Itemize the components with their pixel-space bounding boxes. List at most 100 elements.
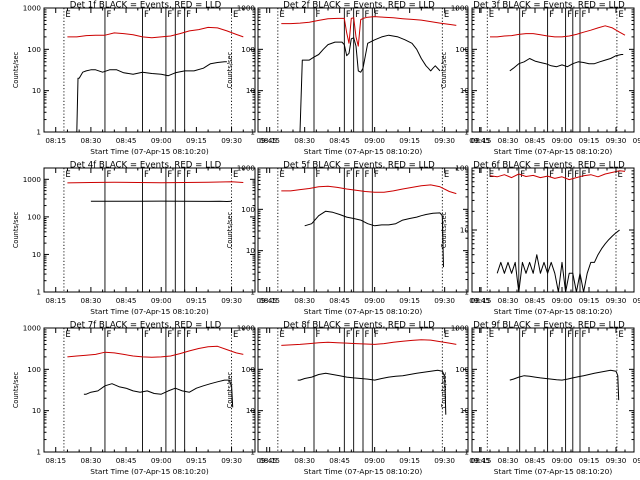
x-tick-label: 09:15	[186, 296, 207, 305]
marker-label: F	[355, 10, 360, 20]
lld-series-line	[489, 170, 626, 181]
detector-panel: Det 5f BLACK = Events, RED = LLD Counts/s…	[226, 161, 490, 317]
marker-label: E	[233, 10, 238, 20]
x-tick-label: 09:00	[364, 456, 385, 465]
marker-label: E	[618, 330, 623, 340]
y-tick-label: 1000	[23, 4, 42, 13]
x-tick-label: 08:15	[45, 296, 66, 305]
marker-label: F	[177, 170, 182, 180]
y-axis-label: Counts/sec	[226, 211, 234, 248]
y-tick-label: 100	[241, 45, 255, 54]
detector-panel: Det 4f BLACK = Events, RED = LLD Counts/s…	[12, 161, 277, 317]
marker-label: F	[567, 10, 572, 20]
y-tick-label: 1	[36, 128, 41, 137]
y-axis-label: Counts/sec	[12, 211, 20, 248]
y-tick-label: 100	[241, 365, 255, 374]
y-axis-label: Counts/sec	[226, 51, 234, 88]
plot-frame	[471, 167, 635, 293]
panel-title: Det 9f BLACK = Events, RED = LLD	[473, 321, 625, 331]
y-tick-label: 10	[32, 406, 42, 415]
marker-label: F	[144, 10, 149, 20]
marker-label: E	[65, 170, 70, 180]
lld-series-line	[281, 184, 457, 195]
x-tick-label: 09:30	[221, 136, 242, 145]
marker-label: E	[65, 330, 70, 340]
x-tick-label: 09:30	[606, 456, 627, 465]
x-tick-label: 09:15	[186, 136, 207, 145]
x-tick-label: 08:30	[498, 136, 519, 145]
marker-label: F	[144, 330, 149, 340]
x-tick-label: 09:45	[469, 136, 490, 145]
x-tick-label: 09:00	[151, 136, 172, 145]
marker-label: F	[365, 10, 370, 20]
x-tick-label: 09:30	[221, 456, 242, 465]
x-tick-label: 08:15	[259, 296, 280, 305]
x-tick-label: 09:15	[579, 136, 600, 145]
panel-title: Det 5f BLACK = Events, RED = LLD	[283, 161, 435, 171]
x-tick-label: 08:15	[259, 456, 280, 465]
y-tick-label: 1000	[237, 4, 256, 13]
x-tick-label: 08:45	[116, 456, 137, 465]
y-tick-label: 100	[241, 205, 255, 214]
marker-label: E	[489, 330, 494, 340]
x-tick-label: 09:00	[552, 456, 573, 465]
x-tick-label: 09:00	[364, 136, 385, 145]
y-tick-label: 1000	[23, 175, 42, 184]
lld-series-line	[67, 181, 244, 184]
x-tick-label: 09:00	[364, 296, 385, 305]
marker-label: F	[106, 330, 111, 340]
x-tick-label: 09:45	[469, 456, 490, 465]
y-tick-label: 100	[27, 212, 41, 221]
x-tick-label: 09:30	[606, 296, 627, 305]
plot-frame	[43, 327, 256, 453]
x-tick-label: 09:15	[399, 136, 420, 145]
marker-label: F	[374, 170, 379, 180]
events-series-line	[304, 210, 444, 268]
marker-label: F	[582, 170, 587, 180]
marker-label: F	[567, 170, 572, 180]
x-tick-label: 09:45	[256, 456, 277, 465]
x-tick-label: 08:30	[81, 456, 102, 465]
y-tick-label: 1	[464, 288, 469, 297]
x-tick-label: 09:15	[579, 296, 600, 305]
x-tick-label: 08:30	[498, 456, 519, 465]
y-tick-label: 10	[246, 86, 256, 95]
panel-title: Det 2f BLACK = Events, RED = LLD	[283, 1, 435, 11]
marker-label: F	[316, 330, 321, 340]
events-series-line	[496, 229, 620, 293]
x-axis-label: Start Time (07-Apr-15 08:10:20)	[90, 467, 209, 476]
marker-label: F	[316, 10, 321, 20]
y-tick-label: 1	[250, 288, 255, 297]
y-tick-label: 1	[250, 128, 255, 137]
marker-label: F	[574, 170, 579, 180]
y-tick-label: 10	[460, 86, 470, 95]
x-tick-label: 09:30	[606, 136, 627, 145]
y-tick-label: 10	[246, 406, 256, 415]
marker-label: F	[186, 170, 191, 180]
marker-label: F	[549, 10, 554, 20]
marker-label: F	[549, 170, 554, 180]
y-tick-label: 1	[36, 448, 41, 457]
marker-label: F	[346, 330, 351, 340]
y-axis-label: Counts/sec	[440, 211, 448, 248]
detector-panel: Det 3f BLACK = Events, RED = LLD Counts/s…	[440, 1, 640, 157]
marker-label: E	[444, 170, 449, 180]
marker-label: F	[144, 170, 149, 180]
y-tick-label: 10	[32, 250, 42, 259]
x-tick-label: 08:45	[525, 456, 546, 465]
x-tick-label: 08:45	[329, 456, 350, 465]
x-axis-label: Start Time (07-Apr-15 08:10:20)	[90, 307, 209, 316]
events-series-line	[297, 369, 447, 415]
x-axis-label: Start Time (07-Apr-15 08:10:20)	[304, 147, 423, 156]
y-axis-label: Counts/sec	[440, 371, 448, 408]
x-tick-label: 08:15	[45, 456, 66, 465]
plot-frame	[43, 167, 256, 293]
x-tick-label: 09:00	[151, 296, 172, 305]
marker-label: F	[167, 330, 172, 340]
marker-label: F	[316, 170, 321, 180]
y-tick-label: 100	[27, 365, 41, 374]
x-tick-label: 08:45	[329, 136, 350, 145]
lld-series-line	[281, 339, 457, 346]
marker-label: E	[444, 10, 449, 20]
